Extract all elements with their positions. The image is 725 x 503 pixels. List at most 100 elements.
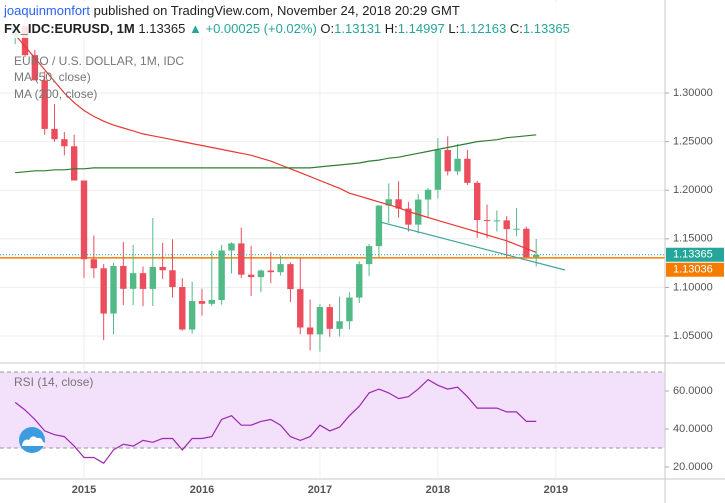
c-value: 1.13365	[522, 21, 570, 36]
trend-line	[379, 221, 566, 271]
candle-body	[139, 273, 147, 289]
candle-body	[70, 146, 78, 181]
candle-body	[306, 327, 314, 335]
candle-body	[21, 25, 29, 56]
l-value: 1.12163	[459, 21, 507, 36]
candle-body	[395, 199, 402, 209]
candle-body	[198, 301, 206, 304]
legend-ma50: MA (50, close)	[14, 70, 91, 84]
header: joaquinmonfort published on TradingView.…	[4, 2, 570, 38]
candle-body	[434, 149, 442, 190]
candle-body	[228, 243, 235, 251]
candle-body	[257, 270, 265, 278]
rsi-tick-label: 20.0000	[673, 461, 713, 473]
last-price-label: 1.13365	[673, 249, 713, 261]
candle-body	[316, 307, 324, 335]
rsi-tick-label: 60.0000	[673, 385, 713, 397]
rsi-line	[14, 378, 537, 464]
rsi-background	[0, 371, 665, 449]
candle-body	[483, 220, 491, 222]
candle-body	[100, 268, 107, 314]
candle-body	[247, 274, 255, 278]
candle-body	[297, 289, 304, 328]
candle-body	[169, 270, 176, 288]
candle-body	[405, 208, 412, 225]
candle-body	[415, 199, 422, 225]
candle-body	[159, 266, 166, 271]
x-tick-label: 2018	[426, 484, 450, 496]
y-tick-label: 1.15000	[673, 233, 713, 245]
x-tick-label: 2016	[190, 484, 214, 496]
candle-body	[149, 266, 157, 289]
h-label: H:	[384, 21, 398, 36]
candle-body	[454, 158, 461, 172]
candle-body	[31, 55, 39, 81]
candle-body	[356, 264, 363, 298]
candle-body	[493, 220, 501, 222]
legend-ma200: MA (200, close)	[14, 87, 97, 101]
candle-body	[218, 250, 225, 300]
publish-line: joaquinmonfort published on TradingView.…	[4, 2, 570, 20]
candle-body	[179, 287, 186, 330]
candle-body	[208, 299, 215, 304]
candle-body	[277, 264, 284, 273]
candle-body	[385, 199, 392, 206]
candle-body	[424, 189, 432, 200]
candle-body	[523, 228, 530, 258]
candle-body	[120, 265, 127, 289]
price-line-label: 1.13036	[673, 264, 713, 276]
axes: 1.05000 1.10000 1.15000 1.20000 1.25000 1.300…	[72, 87, 724, 496]
candle-body	[41, 80, 48, 129]
change: ▲ +0.00025 (+0.02%)	[189, 21, 317, 36]
candle-body	[188, 301, 196, 330]
candle-body	[90, 259, 98, 269]
ma-line	[14, 34, 537, 253]
published: published on TradingView.com, November 2…	[93, 3, 460, 18]
rsi-tick-label: 40.0000	[673, 423, 713, 435]
last-price-box	[666, 247, 724, 262]
rsi-band	[0, 371, 665, 448]
candle-body	[110, 265, 117, 314]
y-tick-label: 1.10000	[673, 281, 713, 293]
o-value: 1.13131	[334, 21, 382, 36]
c-label: C:	[509, 21, 523, 36]
candle-body	[61, 139, 68, 147]
candle-body	[513, 228, 520, 230]
tradingview-icon	[19, 427, 45, 453]
candle-body	[326, 307, 333, 329]
price-line-box	[666, 262, 724, 277]
quote-line: FX_IDC:EURUSD, 1M 1.13365 ▲ +0.00025 (+0…	[4, 20, 570, 38]
price-pane	[0, 24, 665, 352]
y-tick-label: 1.05000	[673, 330, 713, 342]
legend-rsi: RSI (14, close)	[14, 375, 93, 389]
x-tick-label: 2015	[72, 484, 96, 496]
y-tick-label: 1.30000	[673, 87, 713, 99]
symbol: FX_IDC:EURUSD, 1M	[4, 21, 135, 36]
x-tick-label: 2019	[544, 484, 568, 496]
candle-body	[464, 158, 471, 183]
candle-body	[336, 321, 343, 329]
candle-body	[80, 180, 88, 260]
candle-body	[503, 220, 510, 230]
candle-body	[474, 182, 481, 221]
candle-body	[532, 254, 540, 258]
candle-body	[346, 297, 353, 322]
y-tick-label: 1.25000	[673, 136, 713, 148]
o-label: O:	[320, 21, 335, 36]
candle-body	[287, 264, 294, 290]
rsi-pane	[14, 378, 537, 464]
candle-body	[267, 270, 274, 273]
h-value: 1.14997	[397, 21, 445, 36]
l-label: L:	[448, 21, 460, 36]
candle-body	[375, 205, 383, 247]
candle-body	[238, 243, 245, 275]
legend-symbol: EURO / U.S. DOLLAR, 1M, IDC	[14, 54, 184, 68]
x-tick-label: 2017	[308, 484, 332, 496]
author: joaquinmonfort	[4, 3, 90, 18]
candle-body	[444, 149, 451, 172]
y-tick-label: 1.20000	[673, 184, 713, 196]
candle-body	[129, 273, 137, 289]
last-price: 1.13365	[138, 21, 186, 36]
